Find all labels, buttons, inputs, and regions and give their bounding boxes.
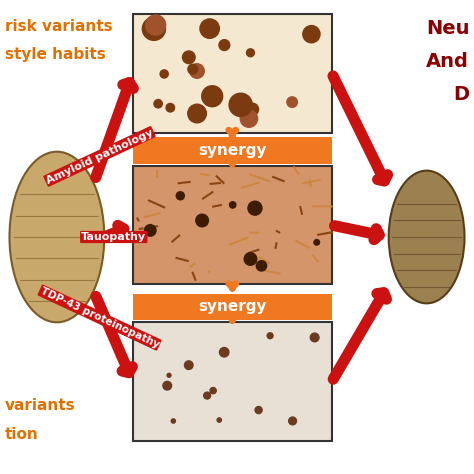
- Circle shape: [229, 93, 252, 117]
- Text: tion: tion: [5, 427, 38, 442]
- Circle shape: [244, 253, 257, 265]
- Text: Amyloid pathology: Amyloid pathology: [45, 127, 155, 186]
- Circle shape: [202, 86, 223, 107]
- Circle shape: [166, 103, 174, 112]
- Circle shape: [188, 64, 198, 74]
- Text: D: D: [453, 85, 469, 104]
- Text: variants: variants: [5, 398, 75, 413]
- Text: Tauopathy: Tauopathy: [81, 232, 146, 242]
- Circle shape: [200, 19, 219, 38]
- Text: synergy: synergy: [198, 143, 266, 158]
- Circle shape: [310, 333, 319, 342]
- Text: risk variants: risk variants: [5, 19, 112, 34]
- Circle shape: [145, 225, 156, 236]
- Circle shape: [267, 333, 273, 338]
- Circle shape: [160, 70, 168, 78]
- Circle shape: [256, 261, 266, 271]
- Text: TDP-43 proteinopathy: TDP-43 proteinopathy: [38, 286, 161, 349]
- Circle shape: [255, 407, 262, 414]
- Circle shape: [146, 15, 165, 35]
- Text: Neu: Neu: [426, 19, 469, 38]
- Circle shape: [219, 40, 230, 51]
- Circle shape: [176, 192, 184, 200]
- Circle shape: [210, 388, 216, 394]
- Circle shape: [303, 26, 320, 43]
- Circle shape: [190, 64, 204, 78]
- Circle shape: [184, 361, 193, 369]
- Text: style habits: style habits: [5, 47, 106, 63]
- Circle shape: [229, 202, 236, 208]
- FancyBboxPatch shape: [133, 14, 332, 133]
- Ellipse shape: [9, 152, 104, 322]
- Circle shape: [314, 239, 319, 245]
- Text: synergy: synergy: [198, 300, 266, 314]
- Circle shape: [182, 51, 195, 64]
- Circle shape: [204, 392, 210, 399]
- Circle shape: [154, 100, 162, 108]
- FancyBboxPatch shape: [133, 322, 332, 441]
- Circle shape: [240, 110, 257, 128]
- Circle shape: [142, 17, 165, 40]
- Circle shape: [171, 419, 175, 423]
- Circle shape: [289, 417, 296, 425]
- Circle shape: [167, 374, 171, 377]
- Circle shape: [217, 418, 221, 422]
- Circle shape: [163, 382, 172, 390]
- FancyBboxPatch shape: [133, 137, 332, 164]
- Circle shape: [188, 104, 206, 123]
- Text: And: And: [427, 52, 469, 71]
- Circle shape: [246, 103, 258, 116]
- Circle shape: [196, 214, 209, 227]
- Ellipse shape: [389, 171, 465, 303]
- FancyBboxPatch shape: [133, 294, 332, 320]
- Circle shape: [248, 201, 262, 215]
- Circle shape: [219, 347, 229, 357]
- FancyBboxPatch shape: [133, 166, 332, 284]
- Circle shape: [287, 97, 297, 107]
- Circle shape: [246, 49, 255, 57]
